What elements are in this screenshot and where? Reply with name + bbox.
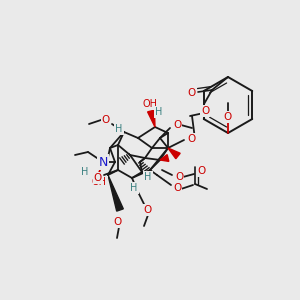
Text: O: O [113,217,121,227]
Text: OH: OH [92,177,106,187]
Text: O: O [201,106,209,116]
Polygon shape [168,148,180,159]
Text: O: O [143,205,151,215]
Text: H: H [81,167,89,177]
Text: O: O [173,183,181,193]
Text: O: O [224,112,232,122]
Text: N: N [98,155,108,169]
Text: O: O [175,172,183,182]
Text: O: O [187,134,195,144]
Text: O: O [198,166,206,176]
Polygon shape [148,110,155,127]
Text: O: O [94,173,102,183]
Text: H: H [144,172,152,182]
Text: O: O [173,120,181,130]
Polygon shape [108,175,123,211]
Text: H: H [155,107,163,117]
Text: OH: OH [142,99,158,109]
Text: H: H [115,124,123,134]
Text: O: O [102,115,110,125]
Text: O: O [188,88,196,98]
Polygon shape [160,154,169,161]
Text: H: H [130,183,138,193]
